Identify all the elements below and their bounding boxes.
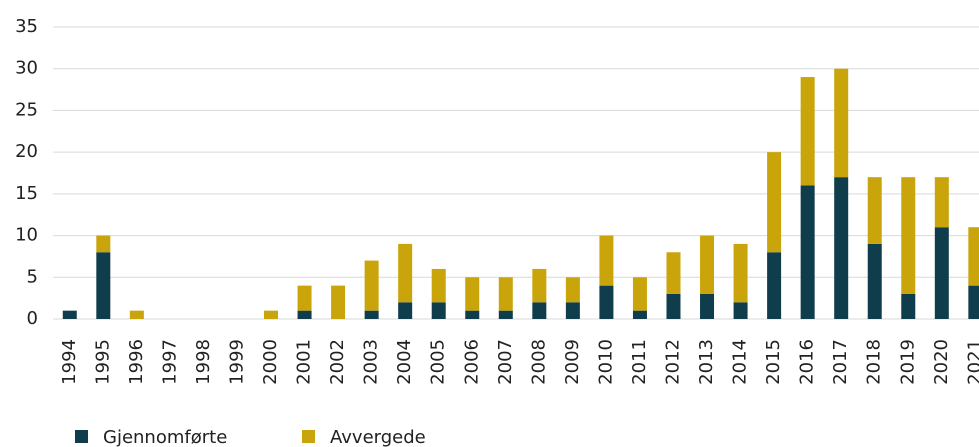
bar-segment xyxy=(565,277,580,303)
bar-segment xyxy=(666,293,681,319)
x-tick-label: 2015 xyxy=(763,339,784,385)
bar-segment xyxy=(532,302,547,319)
bar-segment xyxy=(498,277,513,311)
bar-segment xyxy=(398,302,413,319)
legend-swatch xyxy=(302,430,315,443)
y-tick-label: 20 xyxy=(15,141,38,162)
bar-segment xyxy=(968,285,979,319)
bar-segment xyxy=(331,285,346,319)
bar-segment xyxy=(632,277,647,311)
bar-segment xyxy=(767,252,782,319)
bar-segment xyxy=(968,227,979,286)
bar-segment xyxy=(901,177,916,294)
bar-segment xyxy=(700,235,715,294)
bar-segment xyxy=(431,302,446,319)
y-tick-label: 25 xyxy=(15,99,38,120)
bar-segment xyxy=(498,310,513,319)
bar-segment xyxy=(733,243,748,303)
x-tick-label: 2021 xyxy=(964,339,979,385)
bar-segment xyxy=(733,302,748,319)
y-tick-label: 0 xyxy=(27,308,38,329)
bar-segment xyxy=(599,235,614,286)
y-tick-label: 10 xyxy=(15,225,38,246)
legend-label: Gjennomførte xyxy=(103,427,227,447)
x-tick-label: 1995 xyxy=(92,339,113,385)
bar-segment xyxy=(834,68,849,178)
x-tick-label: 2010 xyxy=(595,339,616,385)
bar-segment xyxy=(364,310,379,319)
x-tick-label: 2009 xyxy=(562,339,583,385)
bar-segment xyxy=(431,268,446,303)
y-tick-label: 35 xyxy=(15,16,38,37)
bar-segment xyxy=(767,152,782,253)
bar-segment xyxy=(532,268,547,303)
x-tick-label: 1997 xyxy=(159,339,180,385)
bar-segment xyxy=(96,252,111,319)
x-tick-label: 2001 xyxy=(294,339,315,385)
legend-swatch xyxy=(75,430,88,443)
bar-segment xyxy=(666,252,681,294)
x-tick-label: 1994 xyxy=(59,339,80,385)
bar-segment xyxy=(129,310,144,319)
bar-segment xyxy=(465,310,480,319)
bar-segment xyxy=(565,302,580,319)
x-tick-label: 1999 xyxy=(226,339,247,385)
x-tick-label: 2016 xyxy=(797,339,818,385)
bar-segment xyxy=(800,185,815,319)
bar-segment xyxy=(264,310,279,319)
x-tick-label: 2017 xyxy=(830,339,851,385)
x-tick-label: 2006 xyxy=(461,339,482,385)
y-tick-label: 5 xyxy=(27,266,38,287)
x-tick-label: 1998 xyxy=(193,339,214,385)
bar-segment xyxy=(700,293,715,319)
x-tick-label: 2002 xyxy=(327,339,348,385)
bar-segment xyxy=(934,227,949,319)
bar-segment xyxy=(297,310,312,319)
bar-segment xyxy=(800,77,815,186)
x-tick-label: 2019 xyxy=(897,339,918,385)
x-tick-label: 2003 xyxy=(361,339,382,385)
bar-segment xyxy=(867,243,882,319)
x-tick-label: 2012 xyxy=(662,339,683,385)
x-tick-label: 2005 xyxy=(428,339,449,385)
bar-segment xyxy=(934,177,949,228)
bar-segment xyxy=(62,310,77,319)
bar-segment xyxy=(465,277,480,311)
x-tick-label: 2013 xyxy=(696,339,717,385)
bar-segment xyxy=(96,235,111,253)
x-tick-label: 2000 xyxy=(260,339,281,385)
x-tick-label: 2014 xyxy=(730,339,751,385)
bar-segment xyxy=(867,177,882,244)
y-tick-label: 15 xyxy=(15,183,38,204)
bar-segment xyxy=(364,260,379,311)
x-tick-label: 2011 xyxy=(629,339,650,385)
legend-label: Avvergede xyxy=(330,427,426,447)
x-tick-label: 2008 xyxy=(528,339,549,385)
plot: 0 5 10 15 20 25 30 35 1994 1995 1996 1997 1998 1999 20… xyxy=(15,16,979,447)
x-tick-label: 1996 xyxy=(126,339,147,385)
bar-segment xyxy=(599,285,614,319)
x-tick-label: 2020 xyxy=(931,339,952,385)
bar-segment xyxy=(901,293,916,319)
x-tick-label: 2007 xyxy=(495,339,516,385)
bar-segment xyxy=(297,285,312,311)
bar-segment xyxy=(834,177,849,319)
bar-segment xyxy=(632,310,647,319)
bar-segment xyxy=(398,243,413,303)
x-tick-label: 2018 xyxy=(864,339,885,385)
x-tick-label: 2004 xyxy=(394,339,415,385)
y-tick-label: 30 xyxy=(15,58,38,79)
